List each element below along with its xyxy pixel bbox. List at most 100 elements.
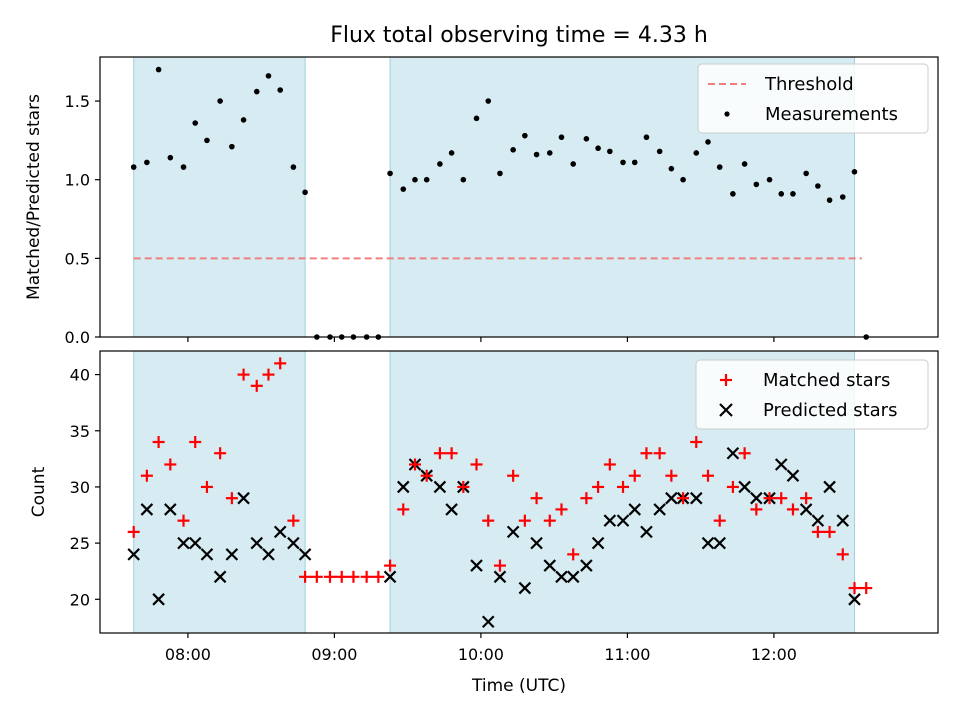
predicted-star-marker — [750, 491, 763, 505]
measurement-point — [753, 181, 760, 188]
predicted-star-marker — [188, 536, 202, 550]
y-tick-label: 40 — [70, 366, 90, 385]
top-legend: Threshold Measurements — [697, 63, 929, 134]
predicted-star-marker — [836, 514, 850, 527]
measurement-point — [766, 176, 773, 183]
predicted-star-marker — [396, 480, 410, 494]
predicted-star-marker — [640, 525, 653, 539]
top-x-ticks — [187, 337, 775, 342]
measurement-point — [741, 161, 748, 167]
chart-title: Flux total observing time = 4.33 h — [330, 23, 708, 48]
measurement-point — [668, 165, 675, 172]
measurement-point — [290, 164, 297, 170]
predicted-star-marker — [580, 559, 593, 572]
ratio-panel: 0.0 0.5 1.0 1.5 Matched/Predicted stars Thr… — [24, 56, 939, 347]
measurement-point — [302, 189, 308, 196]
matched-star-marker — [507, 469, 520, 482]
predicted-star-marker — [726, 446, 740, 460]
predicted-star-marker — [799, 503, 813, 516]
matched-star-marker — [397, 503, 410, 516]
predicted-star-marker — [200, 548, 214, 561]
measurement-point — [265, 73, 272, 79]
predicted-star-marker — [298, 548, 312, 561]
matched-star-marker — [164, 458, 177, 471]
predicted-star-marker — [555, 570, 568, 584]
matched-star-marker — [530, 492, 543, 505]
measurement-point — [155, 66, 162, 73]
predicted-star-marker — [701, 536, 715, 550]
measurement-point — [680, 176, 686, 183]
measurement-point — [693, 150, 700, 156]
matched-star-marker — [592, 480, 605, 493]
top-y-ticks: 0.0 0.5 1.0 1.5 — [65, 92, 100, 347]
bottom-x-ticks: 08:00 09:00 10:00 11:00 12:00 — [165, 633, 797, 664]
top-legend-box — [697, 63, 929, 134]
matched-star-marker — [177, 514, 190, 527]
predicted-star-marker — [177, 536, 190, 550]
matched-star-marker — [287, 514, 300, 527]
predicted-star-marker — [493, 570, 507, 584]
predicted-star-marker — [140, 503, 154, 516]
matched-legend-label: Matched stars — [763, 370, 890, 391]
predicted-star-marker — [738, 480, 751, 494]
predicted-star-marker — [152, 593, 165, 606]
matched-star-marker — [665, 469, 678, 482]
predicted-legend-label: Predicted stars — [763, 400, 897, 421]
matched-star-marker — [653, 447, 666, 460]
matched-star-marker — [701, 469, 714, 482]
measurement-point — [790, 191, 796, 197]
measurement-point — [130, 164, 137, 170]
matched-star-marker — [800, 492, 813, 505]
matched-star-marker — [775, 492, 788, 505]
measurement-point — [412, 176, 418, 183]
matched-star-marker — [299, 570, 312, 583]
top-shaded-intervals — [133, 56, 855, 338]
measurement-point — [607, 148, 613, 155]
measurement-point — [510, 147, 516, 153]
measurement-point — [533, 151, 540, 158]
measurement-point — [826, 197, 833, 203]
predicted-star-marker — [811, 514, 825, 527]
measurement-point — [277, 87, 283, 93]
predicted-star-marker — [250, 536, 264, 550]
matched-star-marker — [237, 368, 250, 381]
measurement-point — [851, 169, 858, 175]
measurement-point — [473, 115, 480, 122]
predicted-star-marker — [786, 469, 800, 482]
matched-star-marker — [811, 525, 824, 538]
matched-star-marker — [640, 447, 653, 460]
count-panel: 08:00 09:00 10:00 11:00 12:00 20 25 30 35 40 Cou… — [29, 350, 939, 696]
matched-star-marker — [152, 436, 165, 449]
bottom-legend-box — [695, 359, 929, 430]
predicted-star-marker — [848, 593, 861, 606]
measurement-point — [485, 98, 492, 104]
predicted-star-marker — [445, 503, 458, 516]
measurements-legend-label: Measurements — [765, 104, 898, 125]
observing-interval-0 — [133, 350, 306, 634]
y-tick-label: 25 — [70, 534, 90, 553]
predicted-star-marker — [566, 570, 580, 584]
predicted-star-marker — [653, 503, 666, 516]
matched-star-marker — [420, 469, 433, 482]
matched-star-marker — [690, 436, 703, 449]
matched-star-marker — [823, 525, 836, 538]
measurement-point — [803, 170, 809, 177]
matched-star-marker — [140, 469, 153, 482]
measurement-point — [180, 164, 187, 170]
matched-star-marker — [384, 559, 397, 572]
matched-star-marker — [603, 458, 616, 471]
matched-star-marker — [408, 458, 421, 471]
measurement-point — [253, 88, 260, 95]
y-tick-label: 35 — [70, 422, 90, 441]
matched-star-marker — [518, 514, 531, 527]
matched-star-marker — [262, 368, 275, 381]
predicted-legend-swatch — [719, 403, 733, 417]
y-tick-label: 1.5 — [65, 92, 90, 111]
matched-star-markers — [127, 357, 873, 595]
matched-star-marker — [200, 480, 213, 493]
predicted-star-marker — [689, 491, 703, 505]
matched-star-marker — [617, 480, 630, 493]
measurement-point — [217, 98, 223, 104]
matched-star-marker — [372, 570, 385, 583]
